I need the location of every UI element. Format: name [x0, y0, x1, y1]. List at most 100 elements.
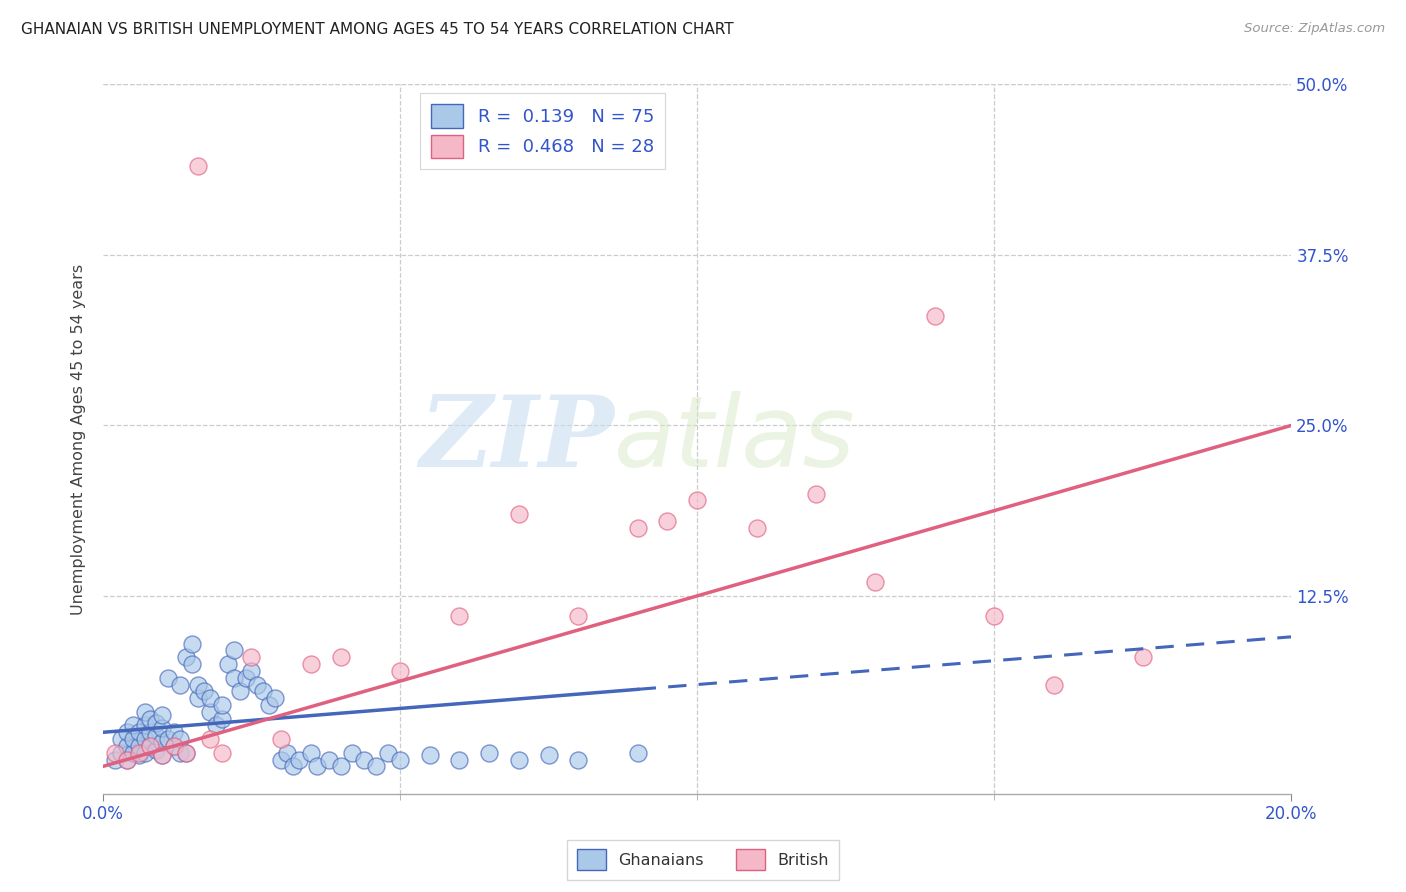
Point [187, 691, 209, 706]
Point [139, 739, 162, 753]
Point [264, 691, 287, 706]
Point [139, 725, 162, 739]
Point [150, 707, 173, 722]
Point [983, 609, 1005, 624]
Point [567, 609, 589, 624]
Point [240, 664, 263, 678]
Point [211, 712, 233, 726]
Point [222, 643, 245, 657]
Point [104, 753, 127, 767]
Point [211, 698, 233, 712]
Text: GHANAIAN VS BRITISH UNEMPLOYMENT AMONG AGES 45 TO 54 YEARS CORRELATION CHART: GHANAIAN VS BRITISH UNEMPLOYMENT AMONG A… [21, 22, 734, 37]
Point [181, 637, 204, 651]
Point [174, 650, 197, 665]
Point [128, 725, 150, 739]
Point [193, 684, 215, 698]
Text: Source: ZipAtlas.com: Source: ZipAtlas.com [1244, 22, 1385, 36]
Point [187, 677, 209, 691]
Point [121, 718, 143, 732]
Point [318, 753, 340, 767]
Point [157, 671, 180, 685]
Point [281, 759, 304, 773]
Point [1042, 677, 1064, 691]
Point [121, 746, 143, 760]
Point [145, 730, 167, 744]
Point [259, 698, 281, 712]
Point [145, 743, 167, 757]
Point [924, 310, 946, 324]
Point [299, 657, 322, 672]
Point [181, 657, 204, 672]
Point [377, 746, 399, 760]
Point [478, 746, 501, 760]
Point [299, 746, 322, 760]
Point [211, 746, 233, 760]
Point [150, 748, 173, 763]
Point [134, 705, 156, 719]
Point [115, 753, 138, 767]
Point [174, 746, 197, 760]
Point [804, 486, 827, 500]
Point [449, 753, 471, 767]
Point [104, 746, 127, 760]
Point [240, 650, 263, 665]
Point [169, 746, 191, 760]
Point [329, 650, 352, 665]
Point [270, 732, 292, 747]
Point [305, 759, 328, 773]
Point [222, 671, 245, 685]
Point [1132, 650, 1154, 665]
Point [128, 739, 150, 753]
Point [389, 664, 412, 678]
Point [419, 748, 441, 763]
Point [865, 575, 887, 590]
Point [169, 732, 191, 747]
Point [276, 746, 298, 760]
Point [246, 677, 269, 691]
Point [187, 159, 209, 173]
Point [235, 671, 257, 685]
Point [204, 718, 226, 732]
Point [163, 725, 186, 739]
Point [150, 721, 173, 735]
Text: atlas: atlas [614, 391, 856, 488]
Point [353, 753, 375, 767]
Point [270, 753, 292, 767]
Point [389, 753, 412, 767]
Point [198, 691, 221, 706]
Point [134, 732, 156, 747]
Point [163, 739, 186, 753]
Point [115, 739, 138, 753]
Point [121, 732, 143, 747]
Point [627, 746, 650, 760]
Point [567, 753, 589, 767]
Point [627, 521, 650, 535]
Point [128, 748, 150, 763]
Point [115, 725, 138, 739]
Point [198, 732, 221, 747]
Point [128, 746, 150, 760]
Point [657, 514, 679, 528]
Legend: R =  0.139   N = 75, R =  0.468   N = 28: R = 0.139 N = 75, R = 0.468 N = 28 [420, 94, 665, 169]
Point [145, 715, 167, 730]
Legend: Ghanaians, British: Ghanaians, British [568, 840, 838, 880]
Text: ZIP: ZIP [419, 391, 614, 487]
Point [342, 746, 364, 760]
Point [150, 735, 173, 749]
Point [139, 739, 162, 753]
Point [329, 759, 352, 773]
Point [686, 493, 709, 508]
Point [163, 739, 186, 753]
Y-axis label: Unemployment Among Ages 45 to 54 years: Unemployment Among Ages 45 to 54 years [72, 263, 86, 615]
Point [157, 732, 180, 747]
Point [508, 753, 530, 767]
Point [217, 657, 239, 672]
Point [366, 759, 388, 773]
Point [288, 753, 311, 767]
Point [449, 609, 471, 624]
Point [139, 712, 162, 726]
Point [169, 677, 191, 691]
Point [110, 746, 132, 760]
Point [198, 705, 221, 719]
Point [537, 748, 560, 763]
